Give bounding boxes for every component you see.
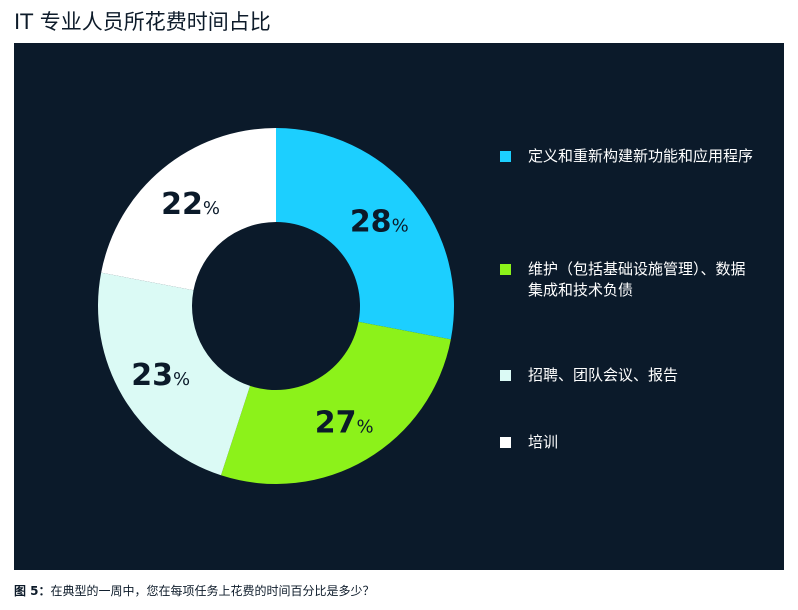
legend-label-redefine: 定义和重新构建新功能和应用程序 [528,147,754,165]
legend-swatch-meetings [500,370,511,381]
caption-prefix: 图 5： [14,584,51,598]
donut-slice-redefine [276,128,454,340]
donut-slice-training [101,128,277,291]
legend-item-meetings: 招聘、团队会议、报告 [500,365,753,386]
donut-chart: 28% 27% 23% 22% [97,128,454,484]
figure-caption: 图 5：在典型的一周中，您在每项任务上花费的时间百分比是多少？ [14,582,375,599]
donut-slice-meetings [97,272,251,476]
chart-panel: 28% 27% 23% 22% 定义和重新构建新功能和应用程序 维护（包括基础设施管理… [14,43,784,570]
data-label-meetings: 23% [131,358,190,393]
donut-slice-maintenance [220,321,451,484]
legend-label-training: 培训 [528,433,559,451]
data-label-redefine: 28% [350,205,409,240]
legend-label-meetings: 招聘、团队会议、报告 [528,366,679,384]
legend-item-maintenance: 维护（包括基础设施管理）、数据集成和技术负债 [500,259,753,301]
legend-item-training: 培训 [500,432,753,453]
legend-swatch-training [500,437,511,448]
legend-swatch-maintenance [500,264,511,275]
chart-title: IT 专业人员所花费时间占比 [14,10,271,34]
data-label-maintenance: 27% [315,405,374,440]
caption-text: 在典型的一周中，您在每项任务上花费的时间百分比是多少？ [50,584,375,598]
legend-item-redefine: 定义和重新构建新功能和应用程序 [500,146,753,167]
data-label-training: 22% [161,187,220,222]
legend-swatch-redefine [500,151,511,162]
legend-label-maintenance: 维护（包括基础设施管理）、数据集成和技术负债 [528,260,746,299]
